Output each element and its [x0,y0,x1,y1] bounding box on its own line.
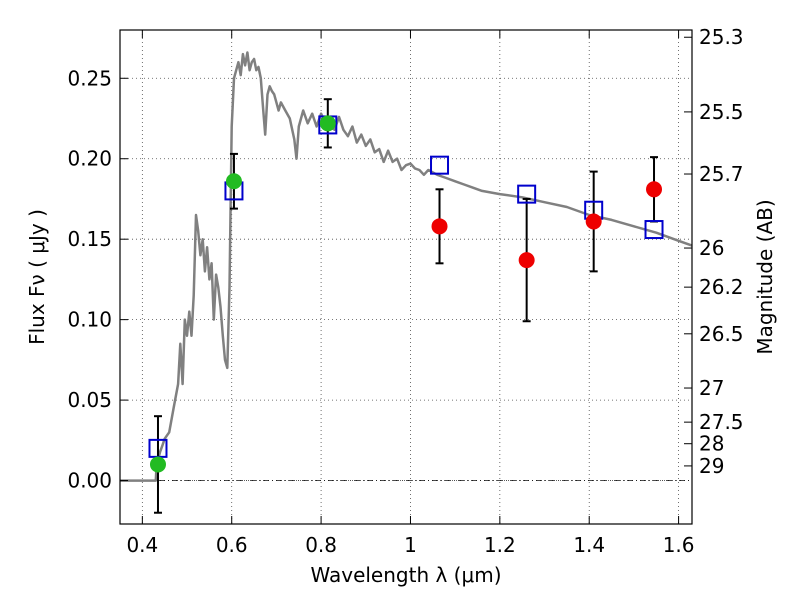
right-tick-label: 26.5 [699,322,744,346]
right-tick-label: 27.5 [699,410,744,434]
y-tick-label: 0.25 [67,66,112,90]
y-axis-right-label: Magnitude (AB) [753,199,777,354]
data-point [149,456,166,473]
observed-photometry [149,115,663,473]
right-tick-label: 28 [699,432,724,456]
right-tick-label: 29 [699,454,724,478]
right-tick-label: 26 [699,236,724,260]
template-spectrum [120,51,693,482]
data-point [646,181,663,198]
grid-lines [120,30,692,524]
data-point [225,173,242,190]
tick-labels: 0.4 0.6 0.8 1 1.2 1.4 1.6 0.00 0.05 0.10 0.15 0.20 0… [67,25,743,557]
right-tick-label: 27 [699,376,724,400]
y-tick-label: 0.00 [67,469,112,493]
plot-frame [119,29,693,525]
x-tick-label: 0.6 [216,533,248,557]
data-point [518,252,535,269]
model-photometry [148,115,664,458]
spectrum-line [120,51,693,482]
right-tick-label: 26.2 [699,275,744,299]
model-square [430,155,450,175]
x-tick-label: 0.8 [305,533,337,557]
y-tick-label: 0.20 [67,147,112,171]
x-tick-label: 1 [404,533,417,557]
axis-ticks [120,30,692,524]
model-square [644,220,664,240]
y-tick-label: 0.10 [67,308,112,332]
y-tick-label: 0.15 [67,227,112,251]
model-square [517,184,537,204]
x-tick-label: 1.6 [663,533,695,557]
x-axis-label: Wavelength λ (μm) [310,563,501,587]
data-point [585,213,602,230]
data-point [319,115,336,132]
right-tick-label: 25.3 [699,25,744,49]
right-tick-label: 25.7 [699,162,744,186]
right-tick-label: 25.5 [699,100,744,124]
x-tick-label: 1.2 [484,533,516,557]
data-point [431,218,448,235]
x-tick-label: 0.4 [126,533,158,557]
y-axis-label: Flux Fν ( μJy ) [25,209,49,345]
y-tick-label: 0.05 [67,388,112,412]
x-tick-label: 1.4 [573,533,605,557]
